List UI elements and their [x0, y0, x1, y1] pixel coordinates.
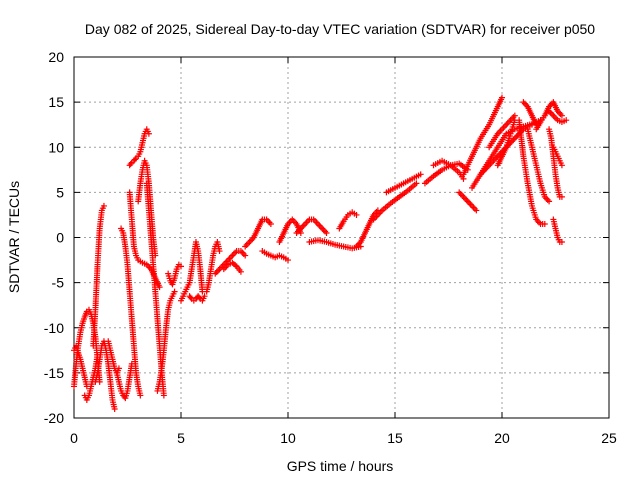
x-tick-label: 0 — [70, 430, 78, 446]
series-arc-02 — [71, 342, 90, 390]
plot-frame — [73, 56, 610, 419]
series-arc-08 — [118, 225, 144, 399]
series-arc-36 — [494, 117, 518, 169]
series-arc-09 — [126, 126, 152, 169]
series-arc-38 — [520, 99, 540, 128]
data-point — [115, 365, 122, 372]
series-arc-39 — [524, 126, 553, 205]
y-tick-label: 10 — [48, 139, 64, 155]
series-arc-31 — [456, 189, 480, 214]
data-point — [417, 171, 424, 178]
series-arc-04 — [90, 202, 107, 349]
y-tick-label: 5 — [56, 184, 64, 200]
data-point — [216, 248, 223, 255]
series-arc-20 — [242, 216, 274, 250]
data-point — [558, 162, 565, 169]
series-arc-37 — [516, 117, 548, 227]
data-point — [563, 117, 570, 124]
x-tick-label: 15 — [387, 430, 403, 446]
y-tick-label: 20 — [48, 49, 64, 65]
series-arc-35 — [486, 112, 518, 151]
series-arc-43 — [550, 216, 565, 246]
chart-title: Day 082 of 2025, Sidereal Day-to-day VTE… — [85, 21, 595, 37]
data-point — [111, 405, 118, 412]
series-arc-24 — [306, 237, 364, 252]
series-arc-10 — [126, 189, 163, 291]
series-arc-42 — [546, 126, 565, 200]
series-arc-23 — [293, 216, 330, 236]
series-arc-41 — [546, 108, 570, 125]
data-point — [558, 112, 565, 119]
data-point — [237, 268, 244, 275]
x-tick-label: 5 — [177, 430, 185, 446]
data-point — [499, 94, 505, 101]
series-arc-15 — [178, 239, 206, 304]
y-tick-label: -10 — [44, 320, 64, 336]
data-markers — [71, 94, 570, 412]
series-arc-30 — [430, 157, 467, 182]
series-arc-19 — [220, 259, 244, 275]
series-arc-18 — [212, 248, 249, 277]
series-arc-27 — [370, 180, 420, 223]
data-point — [242, 252, 249, 259]
data-point — [546, 198, 553, 205]
series-arc-05 — [92, 338, 118, 412]
series-arc-07 — [113, 360, 135, 402]
data-point — [285, 257, 291, 264]
data-point — [558, 239, 565, 246]
data-point — [131, 156, 138, 163]
series-arc-32 — [460, 94, 505, 178]
data-point — [541, 220, 548, 227]
data-point — [267, 220, 274, 227]
data-point — [127, 160, 134, 167]
y-axis-label: SDTVAR / TECUs — [6, 181, 22, 293]
x-axis-label: GPS time / hours — [287, 458, 394, 474]
y-tick-label: -5 — [52, 275, 65, 291]
series-arc-40 — [533, 99, 565, 133]
x-tick-label: 20 — [494, 430, 510, 446]
data-point — [137, 392, 144, 399]
series-arc-14 — [165, 261, 184, 288]
data-point — [178, 263, 184, 270]
y-tick-label: -20 — [44, 410, 64, 426]
x-tick-label: 25 — [601, 430, 617, 446]
series-arc-21 — [259, 248, 291, 264]
data-point — [187, 294, 194, 301]
x-tick-label: 10 — [280, 430, 296, 446]
data-point — [323, 229, 330, 236]
data-point — [196, 294, 203, 301]
series-arc-44 — [550, 144, 565, 169]
data-point — [558, 193, 565, 200]
data-point — [145, 130, 152, 137]
series-arc-28 — [383, 171, 424, 196]
data-point — [160, 392, 167, 399]
series-arc-16 — [186, 293, 208, 304]
y-tick-label: 15 — [48, 94, 64, 110]
series-arc-17 — [203, 239, 223, 295]
y-tick-label: -15 — [44, 365, 64, 381]
data-point — [413, 180, 420, 187]
data-point — [171, 288, 178, 295]
data-point — [201, 293, 208, 300]
series-arc-25 — [336, 209, 360, 232]
y-tick-label: 0 — [56, 230, 64, 246]
data-point — [100, 202, 107, 209]
series-arc-13 — [154, 288, 178, 394]
series-arc-06 — [105, 338, 122, 376]
data-point — [353, 211, 360, 218]
data-point — [473, 207, 480, 214]
